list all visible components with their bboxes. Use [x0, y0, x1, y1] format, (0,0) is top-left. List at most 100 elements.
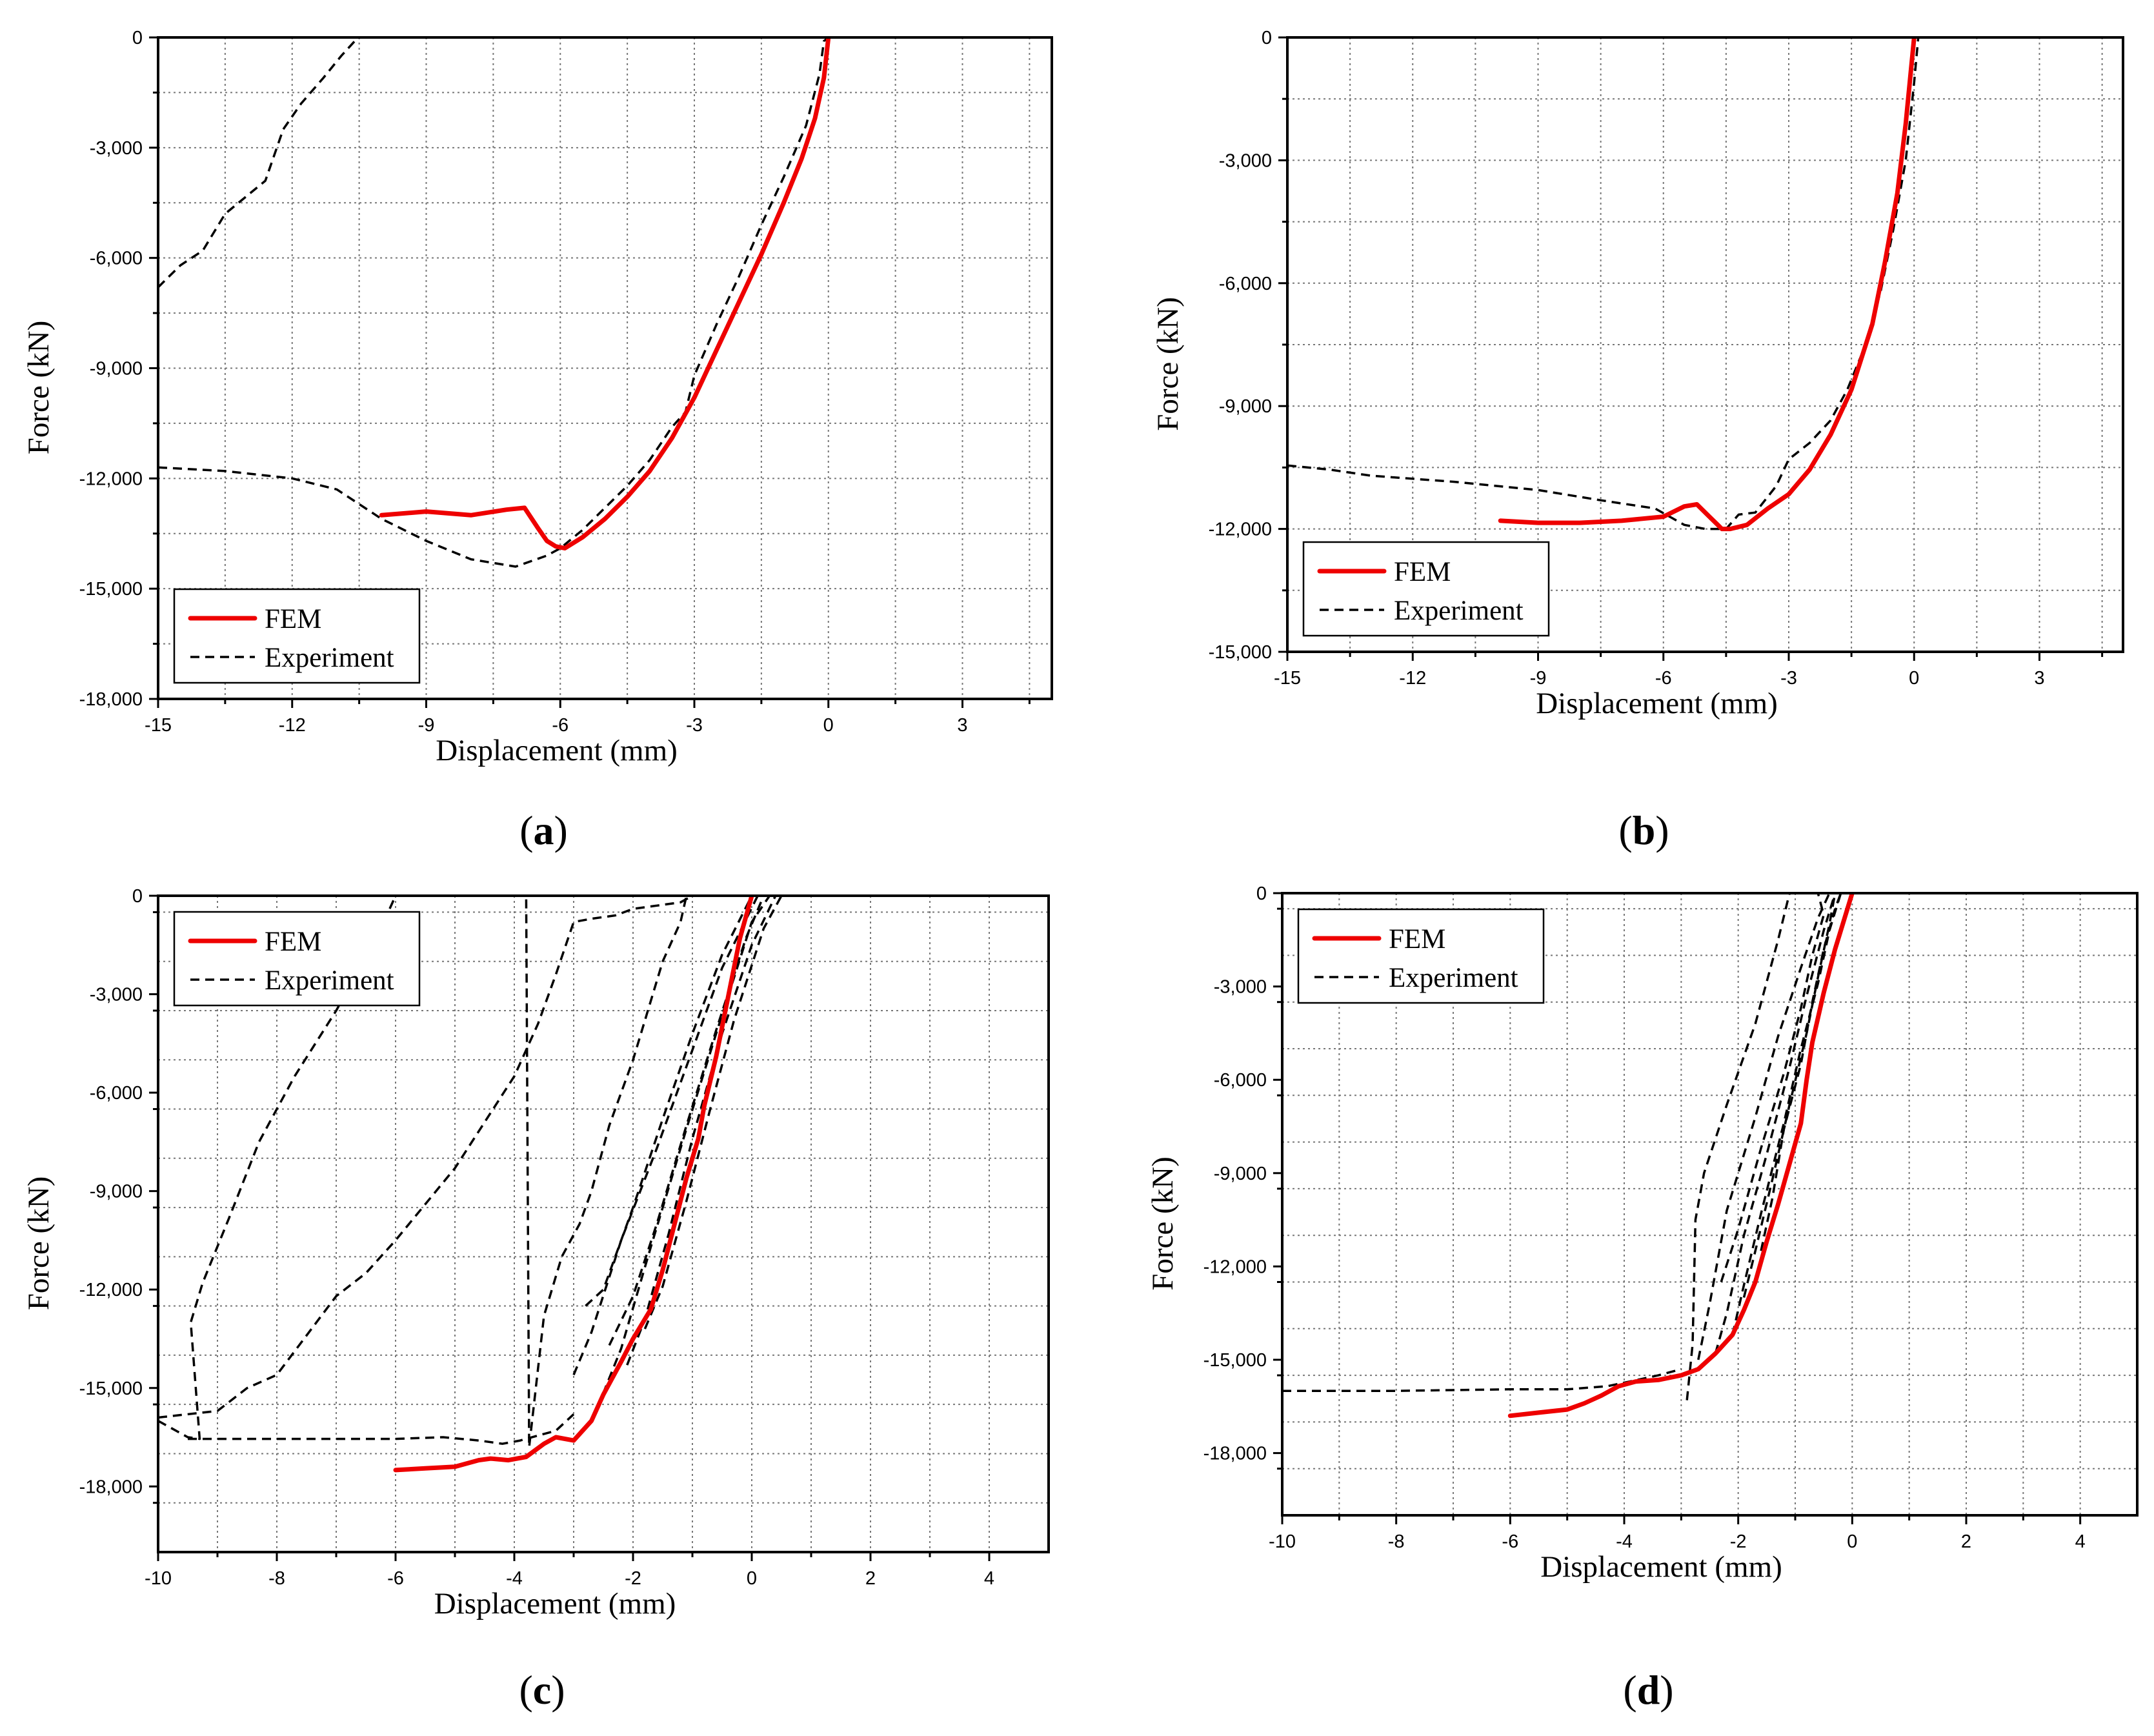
- panel-c-x-tick-label: 2: [865, 1568, 876, 1589]
- panel-a-y-tick-label: 0: [132, 28, 143, 48]
- panel-c-experiment-line: [188, 1413, 575, 1445]
- panel-c-y-tick-label: -3,000: [90, 985, 143, 1005]
- panel-b-y-tick-label: 0: [1262, 28, 1272, 48]
- panel-c-x-tick-label: -6: [387, 1568, 404, 1589]
- panel-b-y-tick-label: -15,000: [1209, 642, 1272, 663]
- panel-a-label: (a): [519, 807, 568, 853]
- panel-d-experiment-line: [1714, 893, 1837, 1354]
- panel-c-y-tick-label: -9,000: [90, 1182, 143, 1202]
- panel-b: -15 -12 -9 -6 -3 0 3 0 -3,000 -6,000 -9,000 -12,000…: [1151, 28, 2124, 853]
- panel-b-legend-label: Experiment: [1394, 596, 1524, 626]
- panel-a-y-tick-label: -9,000: [90, 359, 143, 379]
- panel-c-y-tick-label: 0: [132, 886, 143, 907]
- panel-c-x-tick-label: -4: [506, 1568, 523, 1589]
- panel-c-experiment-line: [572, 896, 759, 1376]
- panel-c-series-group: [158, 896, 1049, 1473]
- panel-d-fem-line: [1507, 893, 1855, 1418]
- panel-a-experiment-line: [158, 37, 829, 568]
- panel-a-x-tick-label: 3: [957, 715, 967, 736]
- panel-c-legend-label: Experiment: [265, 965, 394, 996]
- panel-d-x-tick-label: 0: [1847, 1531, 1857, 1552]
- panel-a-y-tick-label: -6,000: [90, 248, 143, 269]
- panel-a-y-tick-label: -15,000: [79, 579, 143, 600]
- panel-c-experiment-line: [158, 896, 1049, 1449]
- panel-d-x-tick-label: -4: [1616, 1531, 1633, 1552]
- panel-b-y-tick-label: -3,000: [1219, 150, 1272, 171]
- panel-c-y-axis-label: Force (kN): [22, 1176, 55, 1311]
- panel-c: -10 -8 -6 -4 -2 0 2 4 0 -3,000 -6,000 -9,000 -12,000…: [22, 886, 1050, 1713]
- panel-c-y-tick-label: -18,000: [79, 1477, 143, 1497]
- panel-b-series-group: [1287, 37, 1920, 532]
- panel-c-experiment-line: [643, 896, 783, 1329]
- panel-d: -10 -8 -6 -4 -2 0 2 4 0 -3,000 -6,000 -9,000 -12,000…: [1146, 883, 2139, 1713]
- panel-a-y-tick-label: -18,000: [79, 689, 143, 710]
- panel-b-x-tick-label: -15: [1274, 668, 1301, 689]
- panel-b-legend: FEM Experiment: [1302, 541, 1550, 637]
- panel-a-x-tick-label: -6: [552, 715, 569, 736]
- panel-d-legend: FEM Experiment: [1297, 908, 1545, 1004]
- panel-d-y-tick-label: -15,000: [1203, 1350, 1267, 1371]
- panel-b-fem-line: [1498, 37, 1917, 532]
- panel-c-legend-box: [173, 911, 421, 1007]
- panel-b-x-tick-label: 3: [2034, 668, 2044, 689]
- panel-a-x-tick-label: -12: [279, 715, 306, 736]
- panel-b-label: (b): [1618, 807, 1669, 853]
- panel-d-y-tick-label: -6,000: [1214, 1070, 1267, 1091]
- panel-d-legend-label: Experiment: [1389, 963, 1518, 993]
- panel-a-x-axis-label: Displacement (mm): [436, 734, 678, 767]
- panel-a-fem-line: [379, 37, 831, 550]
- panel-a-legend-label: FEM: [265, 604, 321, 634]
- panel-d-y-tick-label: -12,000: [1203, 1257, 1267, 1277]
- panel-d-plot-frame: [1281, 892, 2139, 1517]
- panel-b-y-axis-label: Force (kN): [1151, 297, 1185, 431]
- panel-c-experiment-line: [158, 896, 752, 1419]
- panel-d-y-tick-label: -9,000: [1214, 1164, 1267, 1184]
- panel-a-legend-box: [173, 588, 421, 684]
- panel-c-experiment-line: [585, 896, 753, 1307]
- panel-a-y-axis-label: Force (kN): [22, 321, 55, 455]
- panel-a-x-tick-label: 0: [823, 715, 834, 736]
- panel-d-series-group: [1282, 893, 1855, 1418]
- panel-c-y-tick-label: -12,000: [79, 1280, 143, 1300]
- panel-b-y-tick-label: -12,000: [1209, 520, 1272, 540]
- panel-c-x-tick-label: -2: [625, 1568, 641, 1589]
- panel-d-label: (d): [1623, 1667, 1673, 1713]
- panel-d-x-tick-label: -8: [1388, 1531, 1405, 1552]
- panel-d-x-tick-label: -6: [1502, 1531, 1518, 1552]
- panel-d-x-axis-label: Displacement (mm): [1540, 1550, 1782, 1584]
- panel-b-x-tick-label: -3: [1780, 668, 1797, 689]
- panel-d-experiment-line: [1686, 893, 1824, 1400]
- panel-a-legend: FEM Experiment: [173, 588, 421, 684]
- panel-c-x-tick-label: 4: [984, 1568, 994, 1589]
- panel-c-y-tick-label: -15,000: [79, 1378, 143, 1399]
- panel-d-x-tick-label: -2: [1730, 1531, 1747, 1552]
- panel-c-legend-label: FEM: [265, 927, 321, 957]
- panel-d-experiment-line: [1760, 893, 1842, 1251]
- panel-c-legend: FEM Experiment: [173, 911, 421, 1007]
- panel-d-experiment-line: [1282, 1368, 1682, 1392]
- panel-b-y-tick-label: -6,000: [1219, 274, 1272, 294]
- panel-c-label: (c): [519, 1667, 565, 1713]
- panel-d-experiment-line: [1697, 893, 1831, 1360]
- panel-c-experiment-line: [596, 896, 771, 1408]
- panel-b-x-tick-label: -12: [1399, 668, 1426, 689]
- panel-a-series-group: [158, 37, 831, 568]
- panel-a-x-tick-label: -15: [145, 715, 172, 736]
- panel-d-experiment-line: [1731, 893, 1842, 1335]
- panel-d-x-tick-label: 2: [1961, 1531, 1971, 1552]
- panel-b-x-tick-label: -9: [1530, 668, 1547, 689]
- panel-c-x-tick-label: -8: [268, 1568, 285, 1589]
- panel-d-x-tick-label: 4: [2075, 1531, 2086, 1552]
- panel-c-y-tick-label: -6,000: [90, 1083, 143, 1104]
- panel-d-y-tick-label: 0: [1256, 883, 1267, 904]
- panel-b-x-tick-label: -6: [1655, 668, 1672, 689]
- panel-a: -15 -12 -9 -6 -3 0 3 0 -3,000 -6,000 -9,000 -12,000…: [22, 28, 1053, 853]
- panel-d-y-axis-label: Force (kN): [1146, 1156, 1180, 1291]
- panel-c-fem-line: [393, 896, 754, 1473]
- panel-a-y-tick-label: -12,000: [79, 469, 143, 489]
- panel-d-experiment-line: [1742, 893, 1837, 1298]
- panel-d-legend-label: FEM: [1389, 924, 1445, 954]
- panel-d-y-tick-label: -3,000: [1214, 977, 1267, 998]
- panel-a-x-tick-label: -9: [418, 715, 435, 736]
- panel-d-x-tick-label: -10: [1269, 1531, 1296, 1552]
